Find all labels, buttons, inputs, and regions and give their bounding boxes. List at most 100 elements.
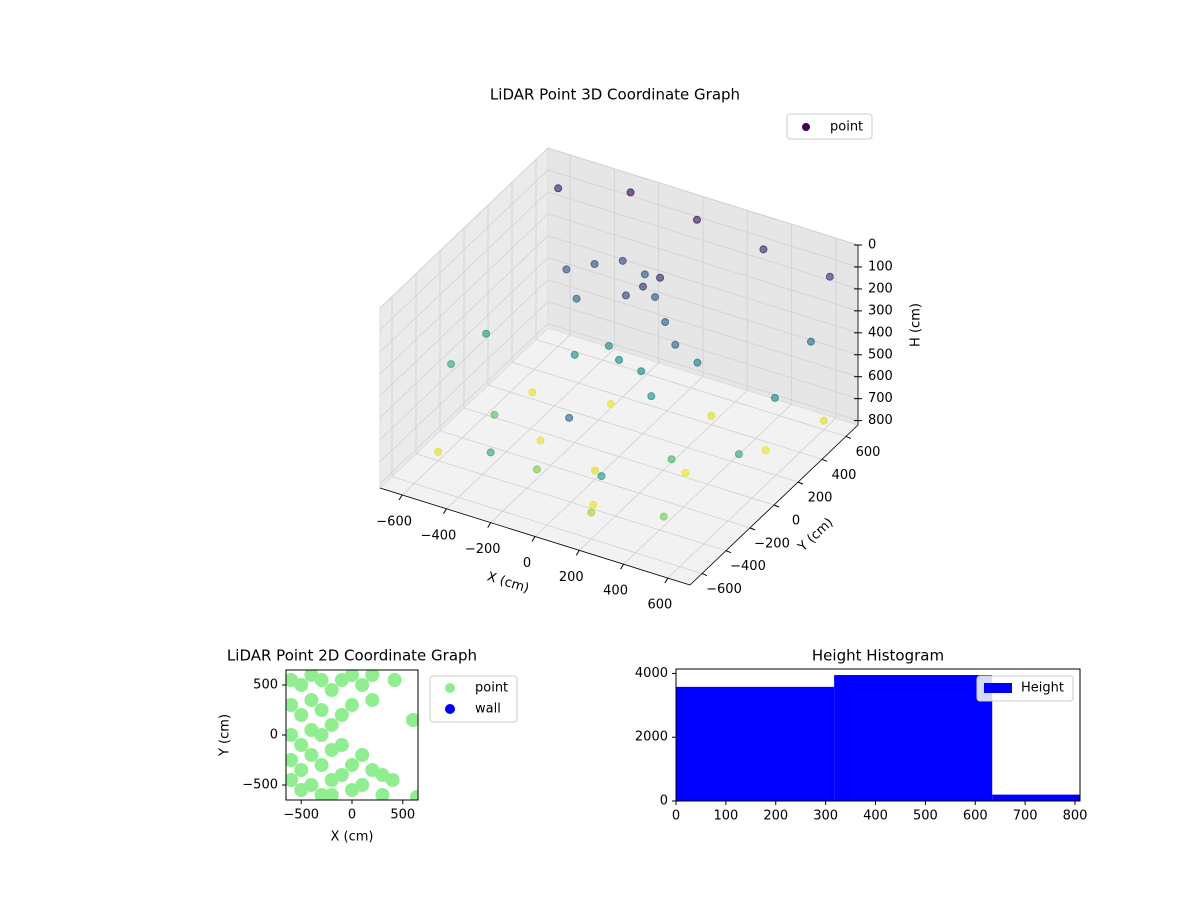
point [286, 728, 299, 742]
point [671, 340, 680, 349]
point [659, 512, 668, 521]
point [621, 291, 630, 300]
y-axis-label: Y (cm) [795, 515, 837, 555]
point [770, 393, 779, 402]
tick-mark [749, 527, 756, 531]
grid-line [379, 235, 549, 397]
tick-mark [442, 508, 447, 515]
x-tick-label: 800 [1063, 809, 1088, 824]
point [334, 708, 349, 722]
y-tick-label: 200 [808, 491, 833, 506]
grid-line [415, 453, 727, 552]
x-tick-label: 500 [390, 808, 415, 823]
grid-line [379, 257, 549, 419]
tick-mark [797, 481, 804, 485]
grid-line [379, 323, 549, 484]
tick-mark [487, 522, 492, 528]
bar [676, 686, 835, 801]
point [587, 508, 596, 517]
point [345, 698, 359, 712]
point [314, 703, 329, 717]
x-tick-label: 0 [348, 808, 356, 823]
tick-mark [845, 435, 852, 439]
point [304, 778, 319, 792]
chart-title: LiDAR Point 2D Coordinate Graph [227, 647, 477, 665]
point [637, 367, 646, 376]
tick-mark [664, 577, 669, 584]
y-tick-label: 0 [660, 794, 668, 809]
point [734, 450, 743, 459]
point [572, 294, 581, 303]
point [409, 790, 418, 800]
x-tick-label: 500 [913, 809, 938, 824]
legend-label: Height [1021, 681, 1064, 696]
x-tick-label: −500 [283, 808, 319, 823]
point [304, 693, 319, 707]
point [486, 448, 495, 457]
y-tick-label: 600 [856, 445, 881, 460]
point [618, 256, 627, 265]
grid-line [463, 407, 775, 506]
bar [834, 675, 993, 801]
point [589, 500, 598, 509]
point [375, 788, 390, 800]
point [304, 748, 319, 762]
x-tick-label: 400 [863, 809, 888, 824]
legend-marker [445, 683, 455, 693]
point [528, 388, 537, 397]
x-tick-label: 200 [559, 570, 584, 585]
z-tick-label: 700 [868, 391, 893, 406]
axes-frame [675, 668, 1081, 802]
y-axis-label: Y (cm) [218, 714, 233, 757]
point [365, 693, 380, 707]
point [562, 265, 571, 274]
x-tick-label: 600 [647, 598, 672, 613]
point [385, 773, 400, 787]
point [286, 773, 299, 787]
z-axis-label: H (cm) [909, 303, 924, 347]
point [314, 673, 329, 687]
point [387, 673, 402, 687]
point [334, 738, 349, 752]
point [606, 399, 615, 408]
grid-line [487, 384, 799, 483]
grid-line [547, 169, 859, 268]
grid-line [547, 279, 859, 378]
point [490, 410, 499, 419]
z-tick-label: 800 [868, 413, 893, 428]
point [615, 355, 623, 364]
grid-line [439, 430, 751, 529]
x-tick-label: 300 [813, 809, 838, 824]
legend-box [976, 675, 1074, 702]
x-tick-label: 100 [713, 809, 738, 824]
point [324, 788, 339, 800]
grid-line [547, 191, 859, 290]
plot-area [286, 670, 418, 800]
y-tick-label: −500 [242, 778, 278, 793]
tick-mark [398, 494, 403, 501]
point [570, 350, 579, 359]
axis-line [379, 487, 691, 586]
point [681, 468, 690, 477]
point [294, 678, 309, 692]
y-tick-label: −400 [730, 559, 766, 574]
x-tick-label: −400 [421, 528, 457, 543]
grid-line [379, 279, 549, 440]
legend-box [786, 113, 873, 140]
z-tick-label: 600 [868, 369, 893, 384]
legend-marker [445, 704, 455, 714]
point [355, 678, 370, 692]
tick-mark [821, 458, 828, 462]
point [314, 728, 329, 742]
point [590, 260, 599, 269]
x-tick-label: 0 [672, 809, 680, 824]
point [626, 188, 635, 197]
chart-title: LiDAR Point 3D Coordinate Graph [490, 86, 740, 104]
grid-line [547, 257, 859, 356]
point [640, 270, 649, 279]
tick-mark [701, 573, 708, 577]
point [405, 713, 418, 727]
grid-line [547, 147, 859, 246]
tick-mark [531, 536, 536, 542]
